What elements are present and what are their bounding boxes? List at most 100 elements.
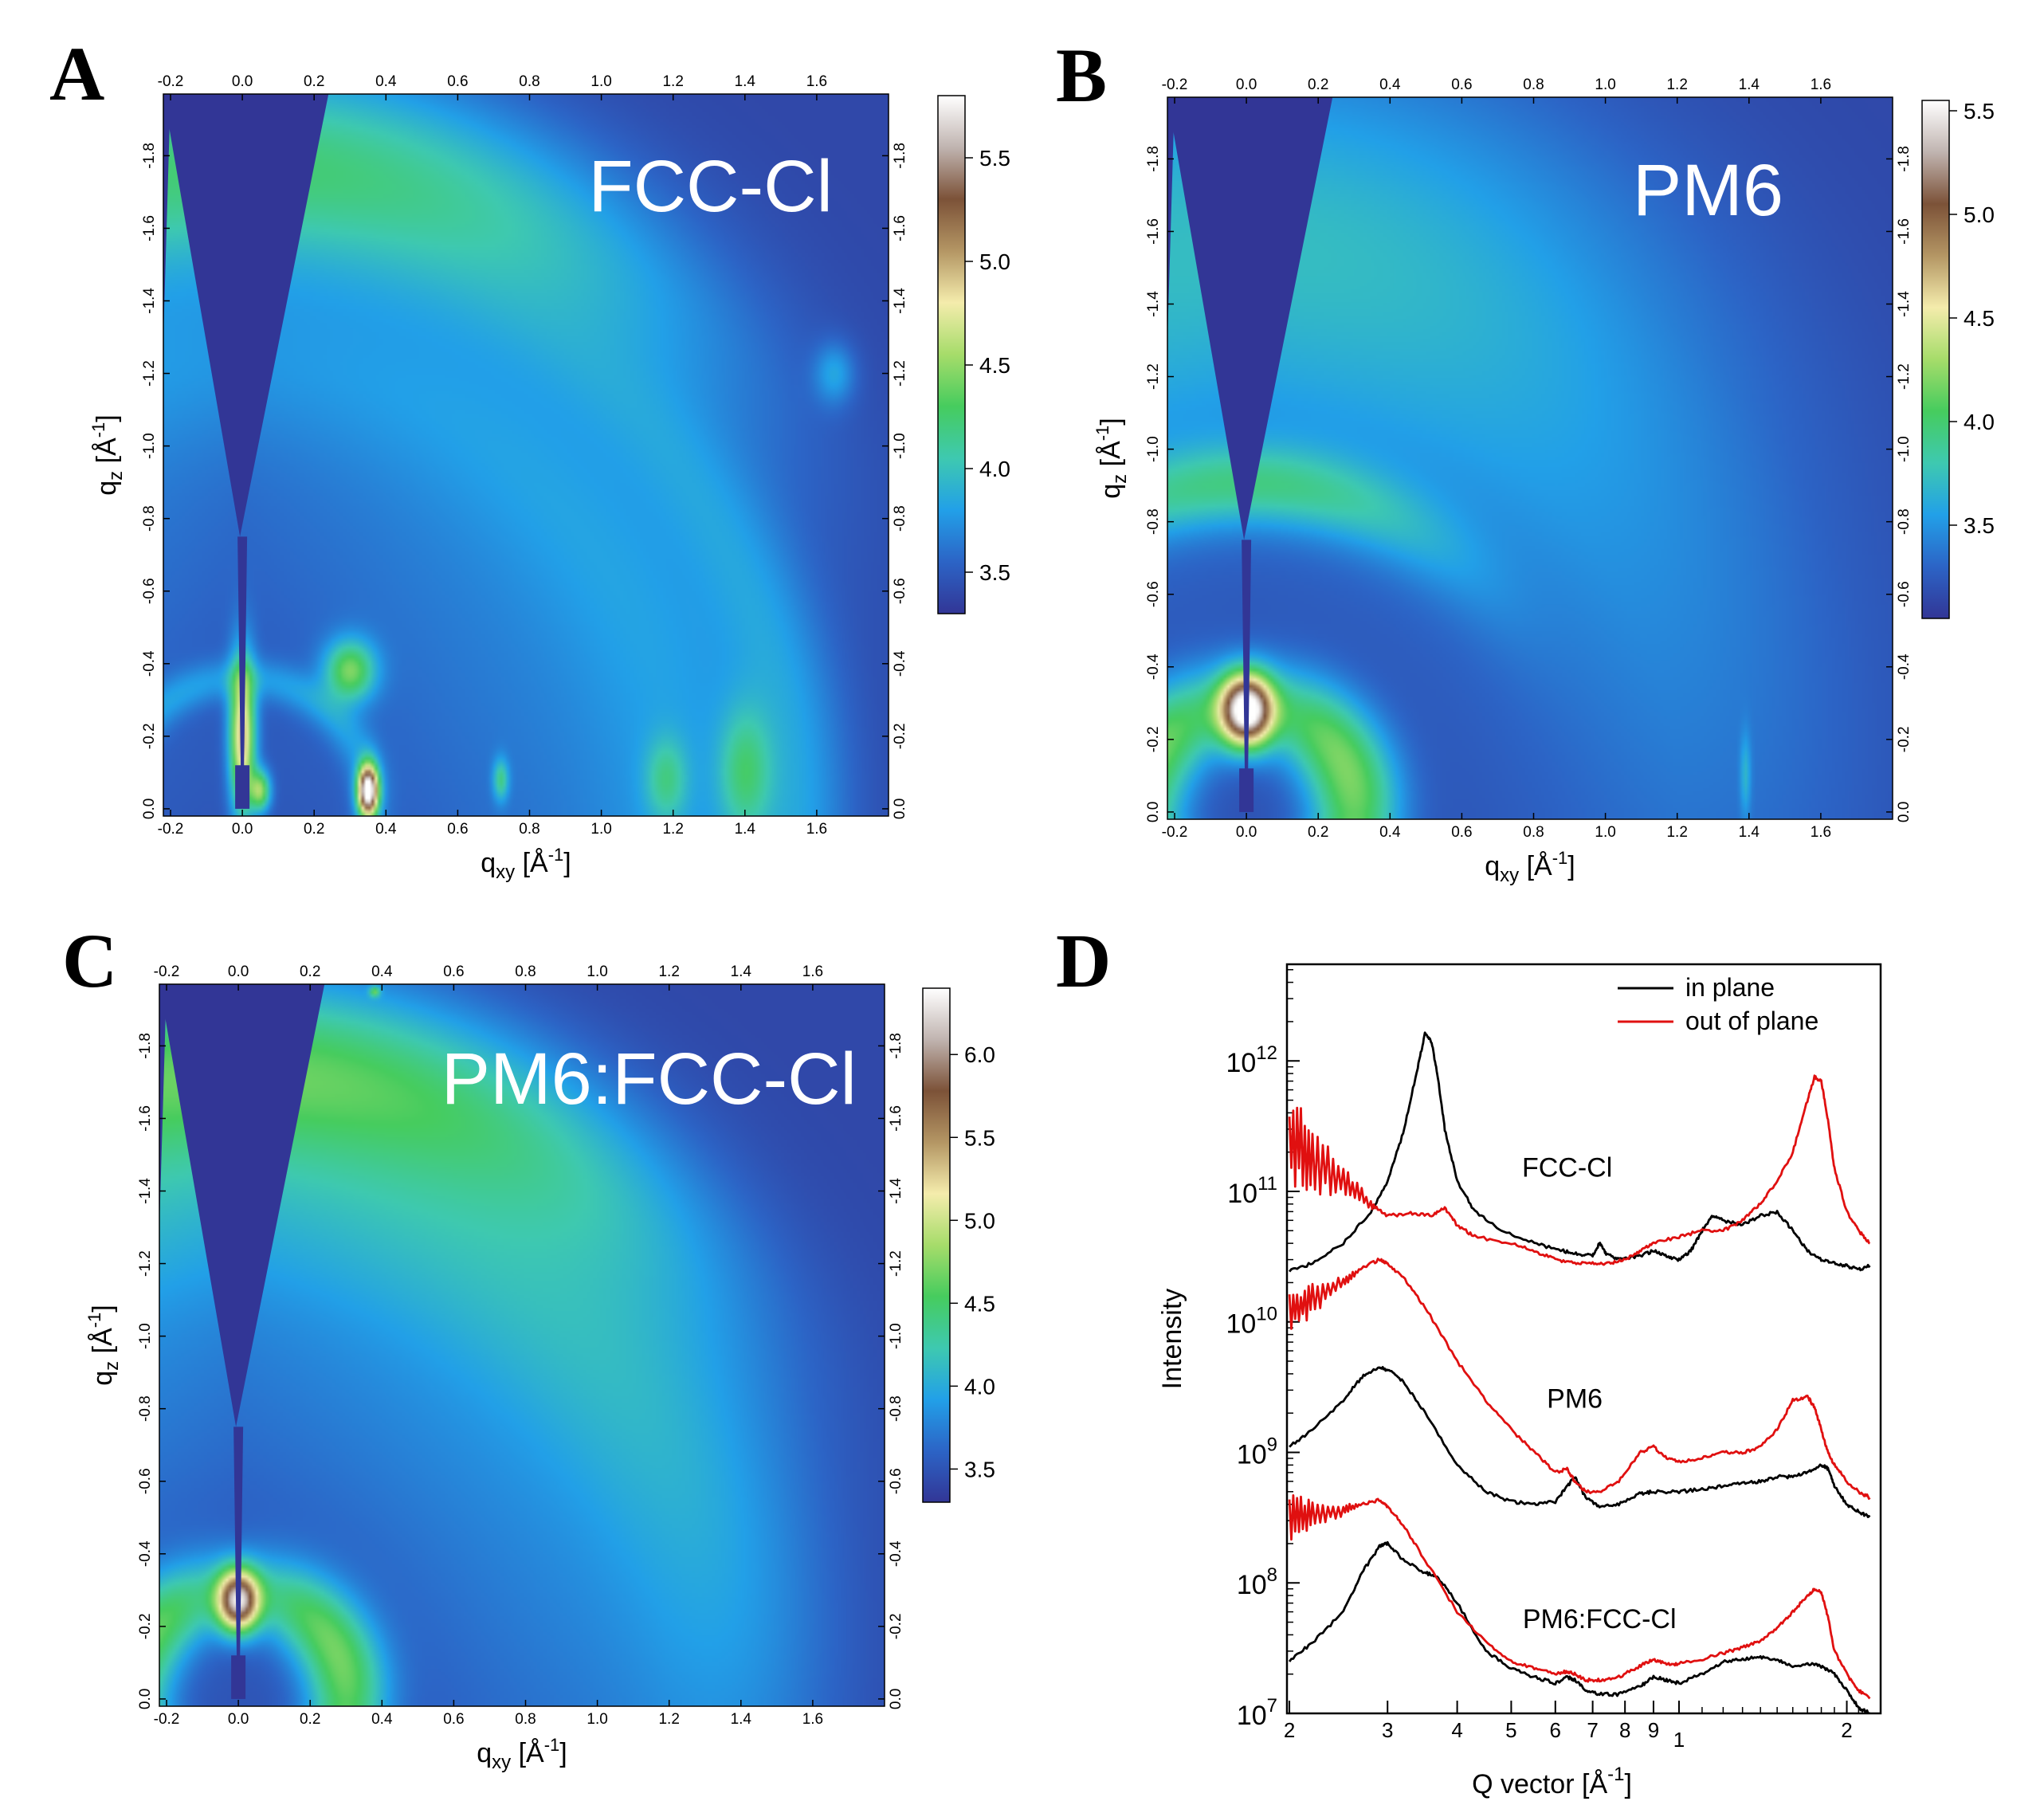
x-tick-label: 4 — [1451, 1718, 1462, 1742]
x-tick-label-top: 1.4 — [1739, 77, 1760, 93]
x-tick-label: 1.0 — [587, 1711, 607, 1728]
panel-letter: C — [62, 918, 117, 1003]
x-tick-label: 0.2 — [1308, 824, 1328, 841]
missing-wedge — [159, 984, 325, 1427]
y-tick-label-right: -0.2 — [888, 1613, 904, 1639]
y-tick-label: -0.8 — [1145, 508, 1162, 535]
x-tick-label: 1.4 — [731, 1711, 752, 1728]
y-tick-label: -0.2 — [1145, 726, 1162, 752]
x-axis-label: Q vector [Å-1] — [1472, 1764, 1632, 1799]
x-tick-label: 1.0 — [590, 821, 611, 838]
y-tick-label-right: -0.6 — [892, 578, 908, 604]
plot-frame — [1285, 963, 1882, 1715]
x-tick-label-top: 0.2 — [1308, 77, 1328, 93]
x-tick-label-top: 0.8 — [519, 73, 539, 90]
x-tick-label: -0.2 — [158, 821, 184, 838]
y-tick-label: 1011 — [1227, 1173, 1277, 1209]
x-tick-label: 0.0 — [1236, 824, 1257, 841]
x-tick-label: 0.0 — [228, 1711, 249, 1728]
y-tick-label-right: -0.8 — [892, 505, 908, 532]
x-tick-label-top: 1.4 — [731, 963, 752, 980]
y-tick-label-right: -1.4 — [1896, 291, 1913, 317]
x-tick-label-top: -0.2 — [158, 73, 184, 90]
x-tick-label-top: 0.0 — [232, 73, 253, 90]
x-tick-label: 1.2 — [1666, 824, 1687, 841]
x-axis-label: qxy [Å-1] — [1485, 848, 1575, 886]
x-tick-label: 3 — [1382, 1718, 1393, 1742]
x-tick-label: 0.6 — [1451, 824, 1472, 841]
missing-wedge — [1167, 97, 1333, 540]
y-tick-label-right: -1.6 — [892, 215, 908, 241]
detector-edge — [163, 94, 171, 338]
y-tick-label-right: -1.8 — [892, 143, 908, 169]
x-tick-label-top: 0.6 — [443, 963, 464, 980]
y-tick-label: -0.6 — [1145, 581, 1162, 607]
beam-gap — [1242, 540, 1252, 776]
colorbar-tick-label: 4.0 — [1964, 410, 1995, 434]
x-tick-label: 1 — [1673, 1728, 1685, 1752]
y-tick-label-right: -1.0 — [888, 1323, 904, 1349]
beamstop — [235, 765, 250, 809]
x-tick-label: 1.2 — [662, 821, 683, 838]
x-tick-label-top: 1.0 — [1595, 77, 1615, 93]
x-tick-label-top: 0.8 — [515, 963, 536, 980]
detector-edge — [1167, 97, 1175, 341]
legend-label: out of plane — [1685, 1007, 1818, 1035]
x-tick-label: 7 — [1587, 1718, 1598, 1742]
colorbar — [937, 95, 966, 614]
panel-letter: D — [1056, 918, 1111, 1003]
x-tick-label: 0.4 — [1379, 824, 1401, 841]
y-tick-label: -1.8 — [1145, 146, 1162, 172]
x-tick-label-top: 0.2 — [304, 73, 324, 90]
series-line-4 — [1288, 1258, 1871, 1500]
sample-annotation: FCC-Cl — [1522, 1152, 1612, 1183]
colorbar-tick-label: 5.5 — [964, 1125, 995, 1150]
x-tick-label-top: 0.0 — [228, 963, 249, 980]
y-tick-label: 0.0 — [1145, 802, 1162, 822]
colorbar-tick-label: 3.5 — [1964, 513, 1995, 538]
x-tick-label: 0.2 — [300, 1711, 320, 1728]
x-tick-label: 2 — [1284, 1718, 1295, 1742]
beamstop — [1239, 768, 1254, 812]
colorbar-tick-label: 4.5 — [964, 1291, 995, 1316]
x-tick-label: 1.0 — [1595, 824, 1615, 841]
panel-b: -0.2-0.20.00.00.20.20.40.40.60.60.80.81.… — [1056, 33, 1995, 886]
x-tick-label: 0.0 — [232, 821, 253, 838]
colorbar-tick-label: 3.5 — [964, 1457, 995, 1481]
y-tick-label: -1.6 — [141, 215, 158, 241]
sample-label: PM6 — [1633, 150, 1783, 231]
x-tick-label: 8 — [1619, 1718, 1630, 1742]
y-tick-label: -1.4 — [1145, 291, 1162, 317]
y-tick-label: -1.0 — [141, 433, 158, 459]
y-tick-label-right: -1.8 — [1896, 146, 1913, 172]
y-axis-label: qz [Å-1] — [1093, 418, 1131, 499]
colorbar-tick-label: 4.0 — [964, 1374, 995, 1399]
x-tick-label-top: 1.4 — [735, 73, 756, 90]
beam-gap — [233, 1426, 244, 1663]
y-tick-label: 0.0 — [141, 799, 158, 819]
y-tick-label: -1.2 — [141, 360, 158, 387]
detector-edge — [159, 984, 167, 1228]
y-tick-label: -0.4 — [137, 1540, 154, 1567]
sample-label: PM6:FCC-Cl — [441, 1038, 857, 1120]
y-tick-label: -1.4 — [141, 288, 158, 314]
x-tick-label: 0.8 — [1523, 824, 1544, 841]
y-tick-label-right: -1.6 — [888, 1105, 904, 1132]
y-tick-label: -1.0 — [1145, 436, 1162, 462]
y-tick-label-right: -1.6 — [1896, 218, 1913, 245]
x-tick-label-top: 0.4 — [375, 73, 397, 90]
y-tick-label: 109 — [1237, 1434, 1277, 1470]
x-tick-label-top: 0.8 — [1523, 77, 1544, 93]
y-tick-label: -1.2 — [1145, 363, 1162, 390]
x-axis-label: qxy [Å-1] — [477, 1735, 567, 1773]
y-tick-label: -1.2 — [137, 1250, 154, 1277]
colorbar-tick-label: 5.5 — [979, 146, 1010, 171]
x-tick-label: 0.8 — [519, 821, 539, 838]
y-tick-label-right: -0.8 — [1896, 508, 1913, 535]
series-line-5 — [1288, 1540, 1870, 1713]
x-tick-label-top: -0.2 — [154, 963, 180, 980]
x-tick-label-top: 1.2 — [662, 73, 683, 90]
sample-annotation: PM6:FCC-Cl — [1523, 1604, 1677, 1634]
colorbar-tick-label: 3.5 — [979, 560, 1010, 585]
